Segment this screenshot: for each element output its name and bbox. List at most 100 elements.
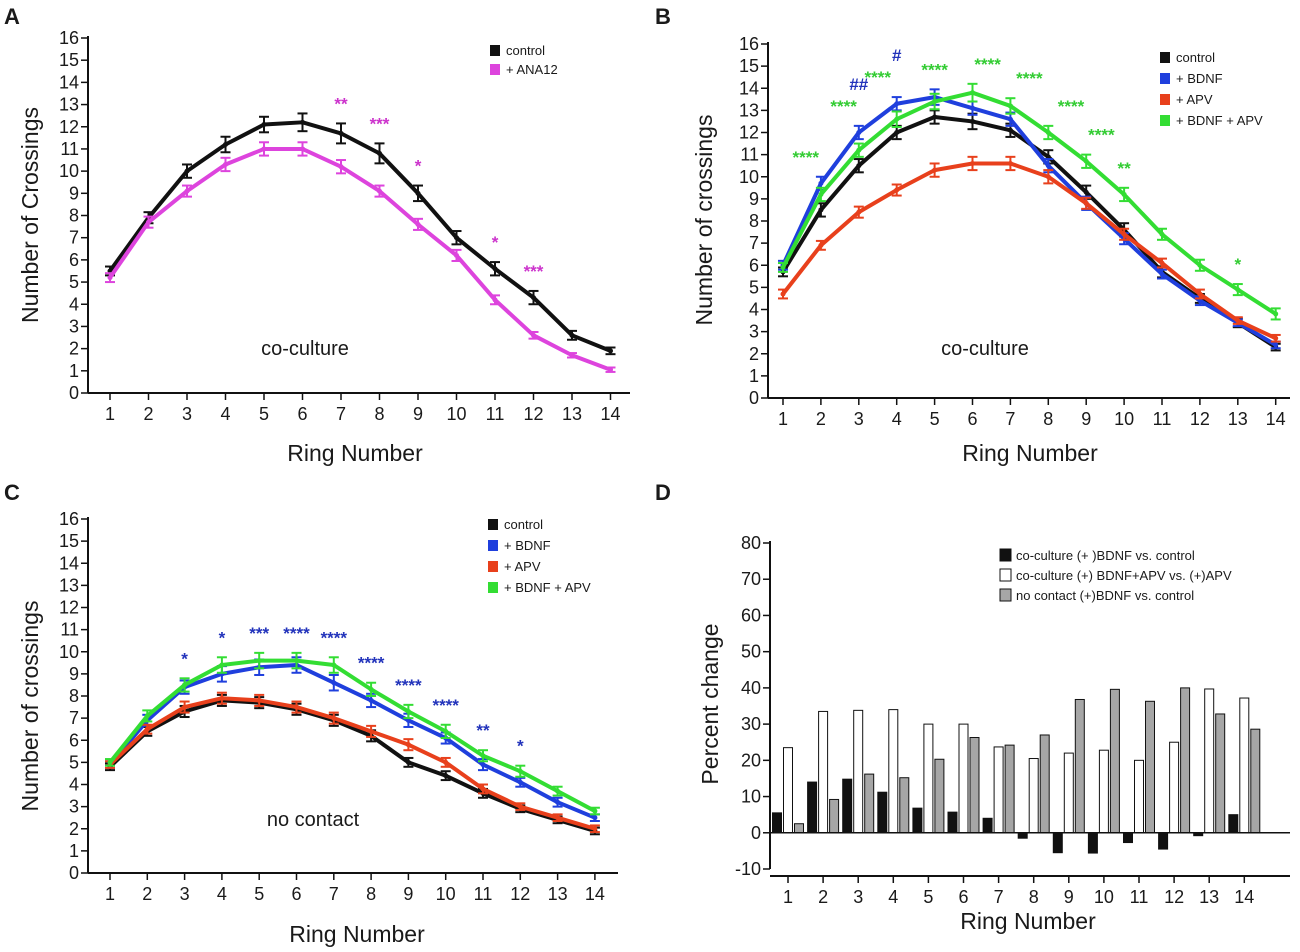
data-point	[592, 815, 598, 821]
bar	[1215, 713, 1226, 834]
legend-label: + BDNF + APV	[504, 580, 591, 595]
data-point	[856, 163, 862, 169]
x-tick-label: 7	[1005, 409, 1015, 429]
y-tick-label: 2	[69, 819, 79, 839]
data-point	[338, 164, 344, 170]
y-tick-label: 15	[59, 50, 79, 70]
x-axis-title: Ring Number	[287, 440, 423, 466]
data-point	[856, 147, 862, 153]
y-tick-label: 11	[60, 620, 79, 640]
y-tick-label: 0	[69, 383, 79, 403]
series-2	[778, 155, 1281, 343]
data-point	[300, 146, 305, 152]
bar	[993, 746, 1004, 834]
panel-letter: B	[655, 4, 671, 29]
x-tick-label: 9	[1081, 409, 1091, 429]
y-axis-title: Number of crossings	[691, 115, 717, 326]
bar-series-0	[772, 778, 1239, 854]
x-tick-label: 11	[1130, 887, 1149, 907]
data-point	[107, 275, 113, 281]
bar	[912, 807, 923, 834]
series-1	[105, 656, 600, 823]
bar	[794, 823, 804, 834]
legend-swatch	[999, 568, 1012, 582]
bar	[1109, 688, 1120, 834]
significance-marker: ****	[921, 60, 948, 79]
y-tick-label: 13	[59, 95, 79, 115]
data-point	[368, 697, 374, 703]
data-point	[338, 130, 344, 136]
panel-annotation: co-culture	[261, 338, 349, 360]
legend-label: control	[1176, 50, 1215, 65]
data-point	[1197, 262, 1203, 268]
x-tick-label: 10	[1094, 887, 1114, 907]
x-tick-label: 4	[892, 409, 902, 429]
data-point	[818, 180, 824, 186]
data-point	[443, 728, 449, 734]
y-tick-label: 5	[749, 277, 759, 297]
data-point	[377, 188, 382, 194]
x-tick-label: 13	[1199, 887, 1219, 907]
data-point	[856, 209, 862, 215]
legend-label: no contact (+)BDNF vs. control	[1016, 588, 1194, 603]
data-point	[894, 187, 900, 193]
significance-marker: *	[181, 649, 188, 668]
bar	[1169, 741, 1180, 834]
data-point	[480, 762, 486, 768]
y-tick-label: 3	[69, 316, 79, 336]
data-point	[780, 291, 786, 297]
data-point	[256, 658, 262, 664]
y-tick-label: 6	[69, 250, 79, 270]
series-line	[108, 698, 597, 833]
data-point	[818, 191, 824, 197]
data-point	[331, 680, 337, 686]
significance-marker: *	[517, 737, 524, 756]
panel-annotation: co-culture	[941, 338, 1029, 360]
bar	[982, 817, 993, 834]
y-tick-label: 3	[69, 797, 79, 817]
data-point	[1007, 127, 1013, 133]
significance-marker: ****	[321, 628, 348, 647]
x-tick-label: 4	[220, 404, 230, 424]
data-point	[331, 662, 337, 668]
x-tick-label: 14	[585, 884, 605, 904]
y-tick-label: 7	[69, 708, 79, 728]
series-line	[108, 696, 597, 831]
data-point	[608, 348, 613, 354]
y-tick-label: 10	[739, 167, 759, 187]
data-point	[818, 207, 824, 213]
x-tick-label: 4	[888, 887, 898, 907]
significance-marker: ***	[524, 262, 544, 281]
significance-marker: ****	[283, 624, 310, 643]
bar	[807, 781, 818, 834]
x-tick-label: 2	[816, 409, 826, 429]
y-tick-label: 70	[741, 569, 761, 589]
legend-label: co-culture (+ )BDNF vs. control	[1016, 548, 1195, 563]
x-tick-label: 11	[486, 404, 505, 424]
bar	[1228, 814, 1239, 834]
x-tick-label: 13	[1228, 409, 1248, 429]
data-point	[377, 150, 382, 156]
x-tick-label: 12	[510, 884, 530, 904]
data-point	[1083, 158, 1089, 164]
data-point	[1273, 342, 1279, 348]
data-point	[569, 352, 575, 358]
series-line	[781, 161, 1278, 341]
y-tick-label: 30	[741, 714, 761, 734]
data-point	[517, 779, 523, 785]
x-tick-label: 2	[143, 404, 153, 424]
legend: co-culture (+ )BDNF vs. control co-cultur…	[999, 548, 1232, 603]
bar	[818, 710, 829, 834]
data-point	[932, 167, 938, 173]
y-tick-label: 2	[69, 339, 79, 359]
y-tick-label: 7	[69, 228, 79, 248]
x-tick-label: 5	[923, 887, 933, 907]
legend-label: co-culture (+) BDNF+APV vs. (+)APV	[1016, 568, 1232, 583]
y-tick-label: 16	[739, 34, 759, 54]
data-point	[144, 726, 150, 732]
legend: control + ANA12	[490, 43, 558, 77]
significance-marker: ****	[1016, 69, 1043, 88]
y-tick-label: 16	[59, 28, 79, 48]
x-tick-label: 9	[413, 404, 423, 424]
